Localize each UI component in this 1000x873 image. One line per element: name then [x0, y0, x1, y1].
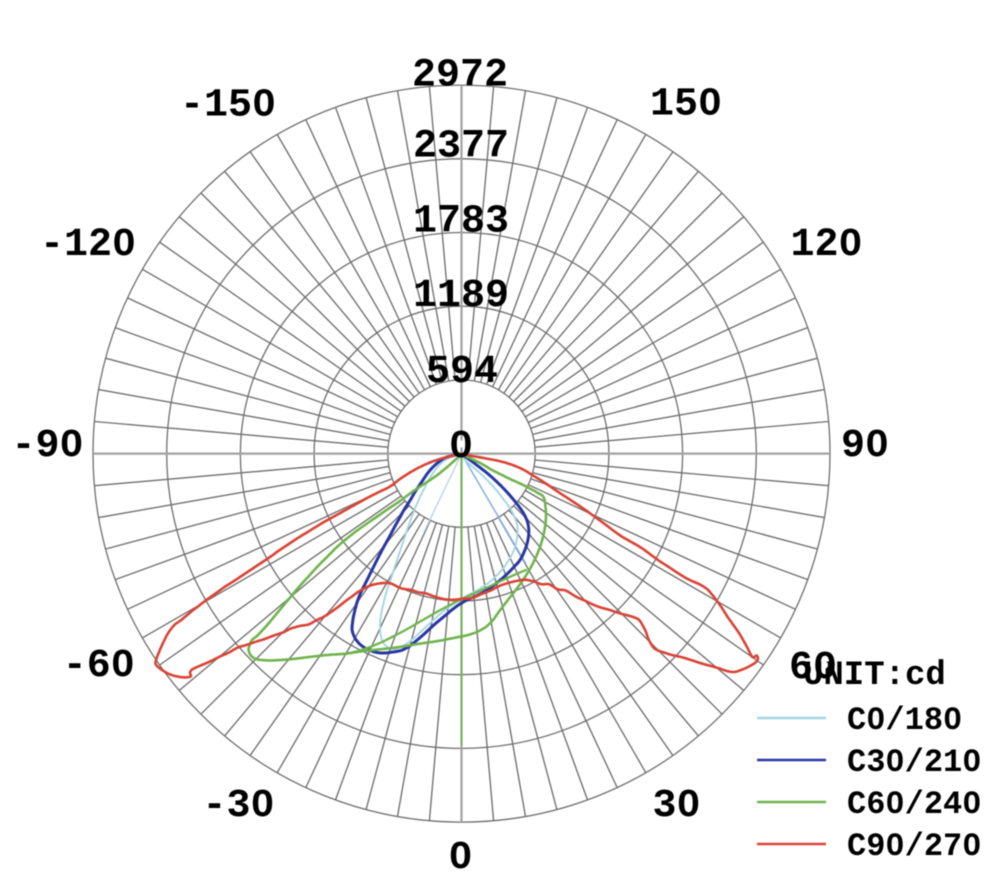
svg-text:-60: -60: [63, 644, 135, 689]
svg-text:120: 120: [790, 223, 862, 268]
svg-text:-30: -30: [202, 784, 274, 829]
svg-text:-90: -90: [11, 424, 83, 469]
svg-text:C60/240: C60/240: [847, 786, 981, 823]
svg-text:-120: -120: [40, 223, 136, 268]
svg-text:1189: 1189: [413, 274, 509, 319]
svg-text:2377: 2377: [413, 125, 509, 170]
svg-text:90: 90: [841, 424, 889, 469]
svg-text:-150: -150: [180, 84, 276, 129]
svg-text:1783: 1783: [413, 200, 509, 245]
svg-text:150: 150: [650, 83, 722, 128]
svg-text:C90/270: C90/270: [847, 828, 981, 865]
svg-text:594: 594: [426, 350, 498, 395]
svg-text:C30/210: C30/210: [847, 744, 981, 781]
svg-text:60: 60: [789, 646, 837, 691]
svg-text:C0/180: C0/180: [847, 702, 962, 739]
svg-text:30: 30: [652, 784, 700, 829]
svg-text:2972: 2972: [412, 54, 508, 99]
